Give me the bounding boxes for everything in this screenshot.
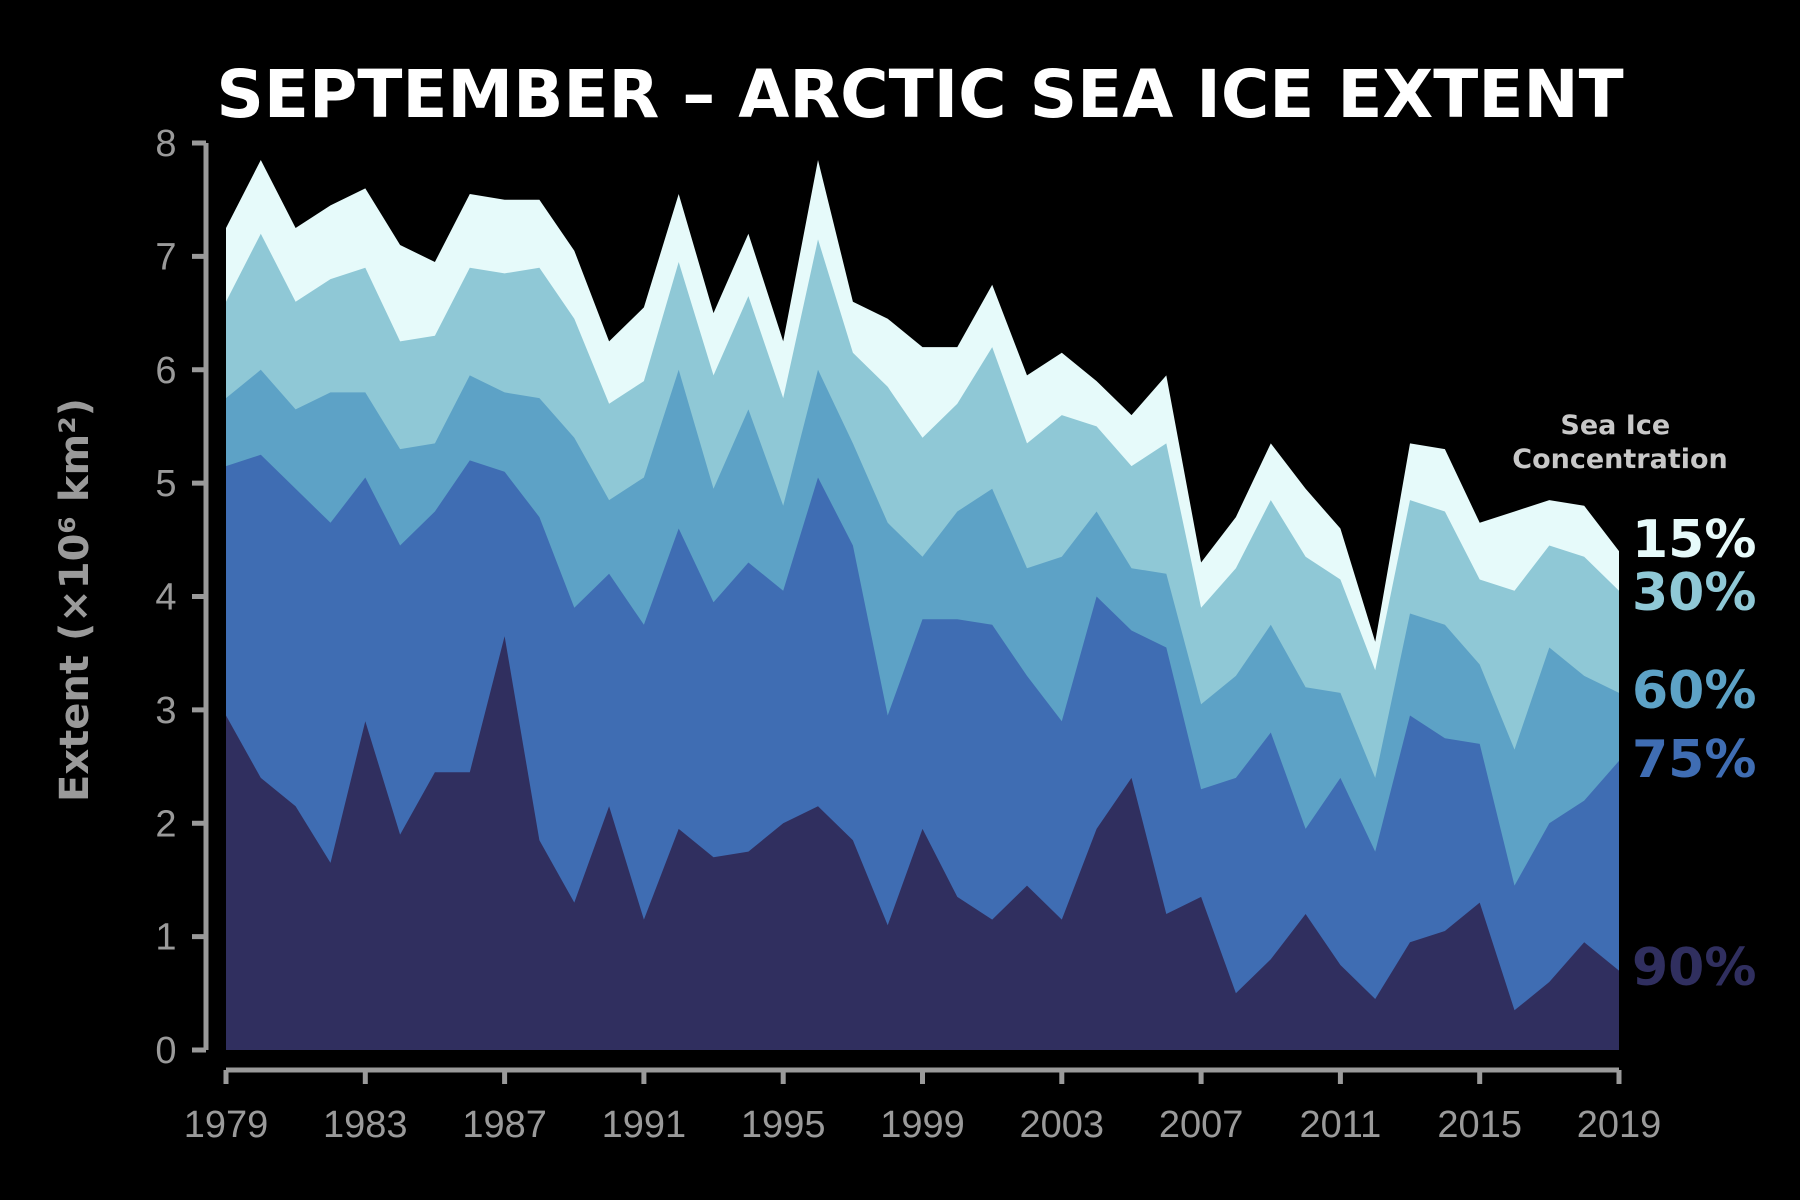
series-label-15pct: 15% <box>1632 510 1756 570</box>
x-axis: 1979 1983 1987 1991 1995 1999 2003 2007 2011 2015… <box>184 1067 1662 1146</box>
y-tick-label: 4 <box>155 577 176 619</box>
x-tick-label: 1999 <box>880 1104 965 1146</box>
x-tick-label: 1991 <box>602 1104 687 1146</box>
y-axis-title: Extent (×10⁶ km²) <box>52 398 98 802</box>
x-tick-label: 1983 <box>323 1104 408 1146</box>
area-series-group <box>226 160 1619 1050</box>
x-tick-label: 2011 <box>1300 1104 1382 1146</box>
x-tick-label: 2007 <box>1159 1104 1244 1146</box>
series-label-75pct: 75% <box>1632 730 1756 790</box>
series-label-60pct: 60% <box>1632 661 1756 721</box>
y-tick-label: 1 <box>155 917 176 959</box>
series-label-90pct: 90% <box>1632 938 1756 998</box>
y-tick-label: 6 <box>155 350 176 392</box>
y-tick-label: 3 <box>155 690 176 732</box>
y-tick-label: 0 <box>155 1030 176 1072</box>
series-labels: 15%30% 60% 75% 90% <box>1632 510 1756 998</box>
chart-title: SEPTEMBER – ARCTIC SEA ICE EXTENT <box>216 56 1623 133</box>
legend-title-line1: Sea Ice <box>1560 410 1670 441</box>
y-tick-label: 5 <box>155 463 176 505</box>
legend-title-line2: Concentration <box>1512 444 1728 475</box>
x-tick-label: 2015 <box>1437 1104 1522 1146</box>
x-tick-label: 2019 <box>1577 1104 1662 1146</box>
series-label-30pct: 30% <box>1632 563 1756 623</box>
legend-title: Sea Ice Concentration <box>1512 410 1728 475</box>
y-tick-label: 7 <box>155 236 176 278</box>
area-series-90pct <box>226 636 1619 1050</box>
x-tick-label: 1979 <box>184 1104 269 1146</box>
x-tick-label: 2003 <box>1020 1104 1105 1146</box>
x-tick-label: 1995 <box>741 1104 826 1146</box>
y-axis: 0 1 2 3 4 5 6 7 8 <box>155 123 209 1072</box>
x-tick-label: 1987 <box>462 1104 547 1146</box>
y-tick-label: 2 <box>155 803 176 845</box>
y-tick-label: 8 <box>155 123 176 165</box>
area-series-75pct <box>226 454 1619 1050</box>
